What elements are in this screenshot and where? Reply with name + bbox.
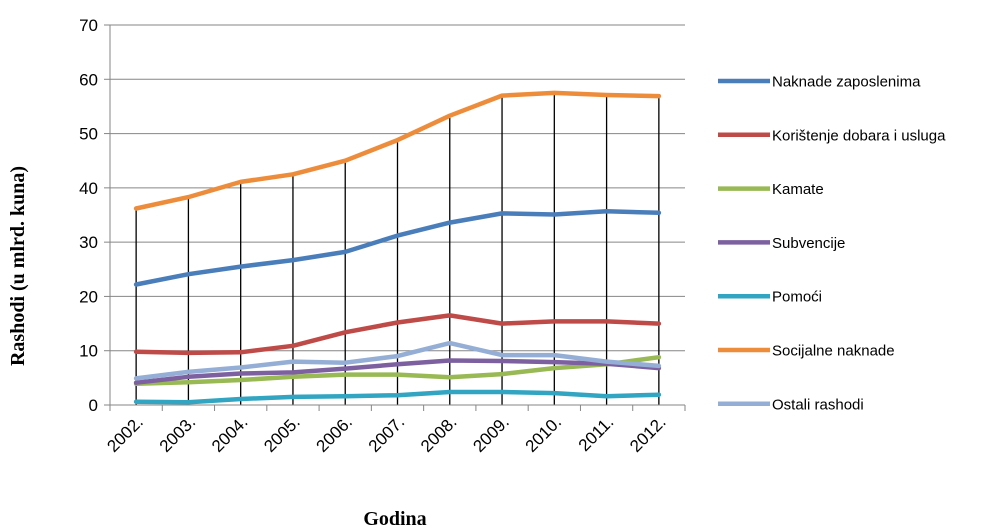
y-tick-label: 0	[89, 396, 98, 415]
series-lines	[133, 90, 662, 405]
y-axis-title: Rashodi (u mlrd. kuna)	[7, 166, 29, 366]
y-tick-label: 20	[79, 287, 98, 306]
x-tick-label: 2009.	[469, 412, 513, 456]
y-tick-label: 60	[79, 70, 98, 89]
legend-label: Subvencije	[772, 235, 845, 252]
x-tick-label: 2007.	[365, 412, 409, 456]
x-tick-label: 2011.	[575, 412, 618, 455]
x-tick-labels: 2002. 2003. 2004. 2005. 2006. 2007. 2008. 2009.…	[103, 412, 669, 456]
x-tick-label: 2008.	[417, 412, 461, 456]
x-tick-label: 2012.	[626, 412, 670, 456]
y-tick-label: 30	[79, 233, 98, 252]
series-line-3	[133, 354, 662, 387]
x-tick-label: 2002.	[103, 412, 147, 456]
legend: Naknade zaposlenima Korištenje dobara i u…	[718, 74, 946, 413]
x-tick-label: 2005.	[260, 412, 304, 456]
series-line-4	[133, 358, 662, 385]
x-axis-title: Godina	[363, 508, 426, 530]
legend-label: Korištenje dobara i usluga	[772, 127, 946, 144]
axes	[104, 24, 686, 411]
legend-label: Ostali rashodi	[772, 396, 864, 413]
x-tick-label: 2003.	[156, 412, 200, 456]
y-tick-label: 50	[79, 125, 98, 144]
y-tick-label: 70	[79, 16, 98, 35]
drop-lines	[135, 92, 660, 405]
y-tick-label: 10	[79, 342, 98, 361]
x-tick-label: 2010.	[522, 412, 566, 456]
series-line-7	[133, 340, 662, 381]
legend-label: Naknade zaposlenima	[772, 74, 921, 91]
series-line-5	[133, 389, 662, 405]
series-line-1	[133, 208, 662, 287]
y-tick-labels: 0 10 20 30 40 50 60 70	[79, 16, 98, 415]
legend-label: Pomoći	[772, 289, 822, 306]
x-tick-label: 2006.	[313, 412, 357, 456]
series-line-6	[133, 90, 662, 211]
legend-label: Socijalne naknade	[772, 343, 895, 360]
y-tick-label: 40	[79, 179, 98, 198]
x-tick-label: 2004.	[208, 412, 252, 456]
series-line-2	[133, 313, 662, 356]
legend-label: Kamate	[772, 181, 824, 198]
